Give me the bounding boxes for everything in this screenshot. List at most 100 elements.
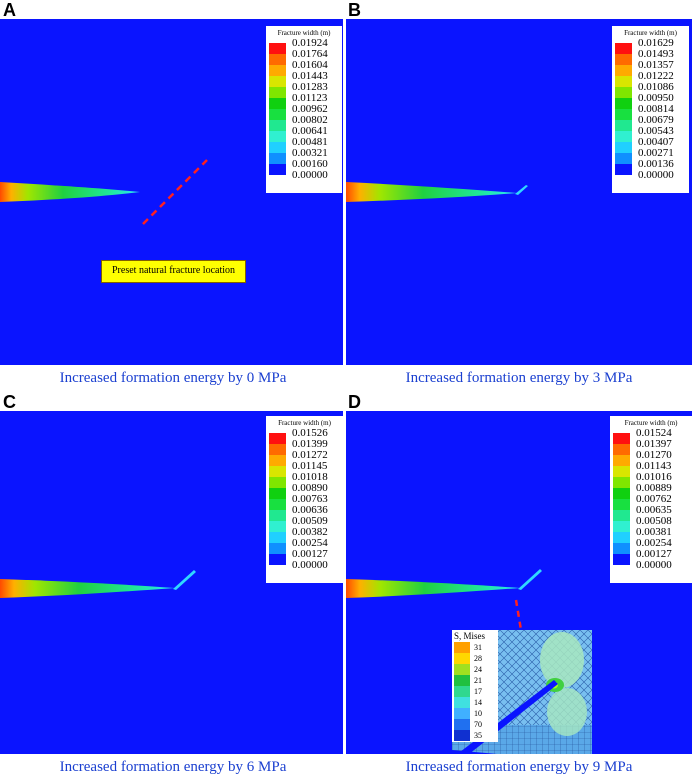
legend-tick-label: 0.00321 xyxy=(292,147,328,159)
legend-swatch xyxy=(269,455,286,466)
legend-tick-label: 0.01526 xyxy=(292,427,328,439)
legend-swatch xyxy=(613,477,630,488)
legend-swatch xyxy=(615,98,632,109)
legend-swatch xyxy=(269,76,286,87)
legend-swatch xyxy=(613,510,630,521)
legend-tick-label: 0.00962 xyxy=(292,103,328,115)
stress-legend-swatch xyxy=(454,719,470,730)
legend-swatch xyxy=(269,65,286,76)
legend-swatch xyxy=(269,142,286,153)
legend-swatch xyxy=(269,499,286,510)
zoom-arrow-line xyxy=(514,599,526,649)
legend-tick-label: 0.00127 xyxy=(636,548,672,560)
legend-swatch xyxy=(613,554,630,565)
legend-tick-label: 0.00543 xyxy=(638,125,674,137)
branch-fracture xyxy=(173,570,196,590)
legend-tick-label: 0.00481 xyxy=(292,136,328,148)
legend-swatch xyxy=(613,444,630,455)
legend-tick-label: 0.01145 xyxy=(292,460,328,472)
stress-legend-tick: 14 xyxy=(474,698,482,707)
legend-title: Fracture width (m) xyxy=(277,29,331,37)
stress-legend-tick: 24 xyxy=(474,665,482,674)
legend-tick-label: 0.00641 xyxy=(292,125,328,137)
stress-legend-swatch xyxy=(454,730,470,741)
legend-swatch xyxy=(269,164,286,175)
legend-swatch xyxy=(615,109,632,120)
legend-tick-label: 0.00509 xyxy=(292,515,328,527)
stress-zone-upper xyxy=(540,632,584,688)
panel-letter-c: C xyxy=(3,392,16,412)
legend-swatch xyxy=(269,433,286,444)
legend-swatch xyxy=(269,477,286,488)
stress-legend-swatch xyxy=(454,664,470,675)
stress-legend-swatch xyxy=(454,675,470,686)
legend-swatch xyxy=(615,142,632,153)
legend-swatch xyxy=(615,131,632,142)
stress-legend-tick: 31 xyxy=(474,643,482,652)
legend-swatch xyxy=(269,54,286,65)
stress-inset: S, Mises 31 28 24 21 17 14 10 70 35 xyxy=(452,630,592,754)
legend-tick-label: 0.01086 xyxy=(638,81,674,93)
legend-tick-label: 0.01270 xyxy=(636,449,672,461)
legend-tick-label: 0.00000 xyxy=(292,169,328,181)
legend-swatch xyxy=(613,521,630,532)
panel-letter-a: A xyxy=(3,0,16,20)
legend-title: Fracture width (m) xyxy=(624,29,677,37)
legend-swatch xyxy=(613,455,630,466)
legend-c: Fracture width (m) 0.01526 0.01399 0.01272… xyxy=(266,416,343,583)
legend-tick-label: 0.01123 xyxy=(292,92,328,104)
hydraulic-fracture xyxy=(346,182,517,202)
legend-d: Fracture width (m) 0.01524 0.01397 0.01270… xyxy=(610,416,692,583)
legend-swatch xyxy=(613,543,630,554)
stress-zone-middle xyxy=(547,688,587,736)
legend-tick-label: 0.01397 xyxy=(636,438,672,450)
legend-tick-label: 0.00889 xyxy=(636,482,672,494)
stress-legend-tick: 21 xyxy=(474,676,482,685)
legend-swatch xyxy=(269,87,286,98)
legend-tick-label: 0.01524 xyxy=(636,427,672,439)
legend-swatch xyxy=(269,521,286,532)
contour-plot-d: S, Mises 31 28 24 21 17 14 10 70 35 Fracture wid… xyxy=(346,411,692,754)
legend-swatch xyxy=(615,43,632,54)
fracture-graphic-a xyxy=(0,159,208,225)
legend-tick-label: 0.00254 xyxy=(292,537,328,549)
legend-tick-label: 0.00814 xyxy=(638,103,674,115)
legend-tick-label: 0.01764 xyxy=(292,48,328,60)
legend-tick-label: 0.00271 xyxy=(638,147,674,159)
hydraulic-fracture xyxy=(0,579,175,598)
legend-b: Fracture width (m) 0.01629 0.01493 0.01357… xyxy=(612,26,689,193)
legend-tick-label: 0.00382 xyxy=(292,526,328,538)
legend-swatch xyxy=(269,532,286,543)
contour-plot-c: Fracture width (m) 0.01526 0.01399 0.01272… xyxy=(0,411,343,754)
legend-tick-label: 0.01443 xyxy=(292,70,328,82)
contour-plot-b: Fracture width (m) 0.01629 0.01493 0.01357… xyxy=(346,19,692,365)
preset-natural-fracture-line xyxy=(142,159,208,225)
panel-a: Preset natural fracture location Fractur… xyxy=(0,0,346,392)
legend-swatch xyxy=(269,109,286,120)
legend-swatch xyxy=(613,499,630,510)
legend-swatch xyxy=(269,43,286,54)
legend-tick-label: 0.00890 xyxy=(292,482,328,494)
legend-swatch xyxy=(269,510,286,521)
contour-plot-a: Preset natural fracture location Fractur… xyxy=(0,19,343,365)
panel-caption-b: Increased formation energy by 3 MPa xyxy=(405,370,633,386)
legend-tick-label: 0.01272 xyxy=(292,449,328,461)
legend-tick-label: 0.00679 xyxy=(638,114,674,126)
legend-tick-label: 0.00127 xyxy=(292,548,328,560)
stress-legend-swatch xyxy=(454,642,470,653)
legend-tick-label: 0.00802 xyxy=(292,114,328,126)
branch-fracture xyxy=(515,185,528,195)
stress-legend-tick: 70 xyxy=(474,720,482,729)
panel-b: Fracture width (m) 0.01629 0.01493 0.01357… xyxy=(346,0,692,392)
panel-caption-c: Increased formation energy by 6 MPa xyxy=(59,759,287,775)
branch-fracture xyxy=(518,569,542,590)
fracture-graphic-c xyxy=(0,570,196,598)
hydraulic-fracture xyxy=(0,182,140,202)
legend-tick-label: 0.01357 xyxy=(638,59,674,71)
legend-tick-label: 0.00381 xyxy=(636,526,672,538)
legend-swatch xyxy=(269,153,286,164)
legend-tick-label: 0.00763 xyxy=(292,493,328,505)
legend-swatch xyxy=(269,466,286,477)
legend-swatch xyxy=(269,120,286,131)
legend-swatch xyxy=(269,554,286,565)
